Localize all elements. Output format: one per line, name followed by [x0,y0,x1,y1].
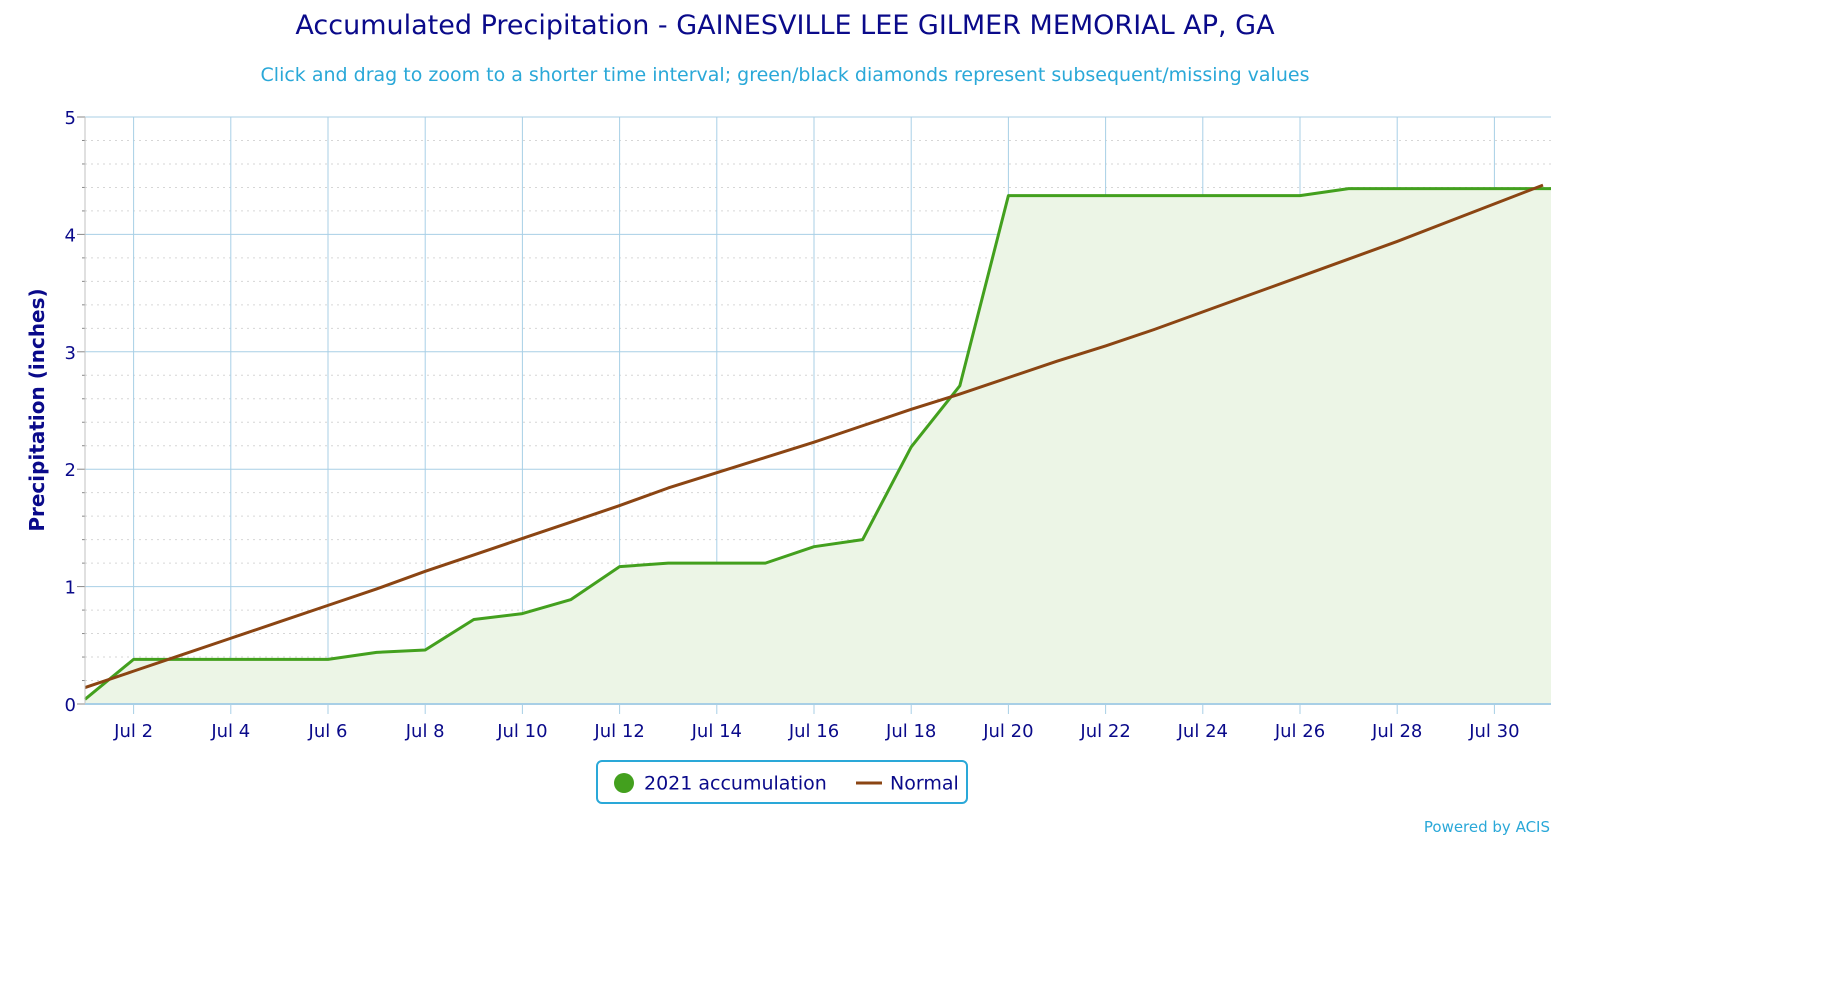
legend-item-normal[interactable]: Normal [854,772,959,796]
x-tick-label: Jul 12 [593,721,644,742]
y-tick-label: 0 [65,695,76,716]
x-tick-label: Jul 10 [496,721,547,742]
credit-link[interactable]: Powered by ACIS [1423,818,1550,836]
x-tick-label: Jul 24 [1177,721,1228,742]
chart-subtitle: Click and drag to zoom to a shorter time… [260,64,1310,86]
x-tick-label: Jul 18 [885,721,936,742]
x-tick-label: Jul 28 [1371,721,1422,742]
y-tick-label: 2 [65,460,76,481]
line-layer [84,183,1551,701]
legend-label-normal: Normal [890,772,959,795]
legend: 2021 accumulation Normal [596,760,968,804]
legend-line-icon [856,781,882,785]
legend-label-2021: 2021 accumulation [644,772,827,795]
axis-layer: 0 1 2 3 4 5 Jul 2 Jul 4 Jul 6 Jul 8 Jul 10 Jul 12 Ju… [65,108,1551,742]
x-tick-label: Jul 16 [788,721,839,742]
chart-title: Accumulated Precipitation - GAINESVILLE … [295,10,1275,41]
x-tick-label: Jul 4 [210,721,250,742]
x-tick-label: Jul 26 [1274,721,1325,742]
x-tick-label: Jul 2 [113,721,153,742]
series-line-normal [84,183,1544,689]
y-axis-title: Precipitation (inches) [25,288,49,531]
x-tick-label: Jul 14 [691,721,742,742]
legend-dot-icon [614,773,634,793]
y-tick-label: 5 [65,108,76,129]
y-tick-label: 3 [65,343,76,364]
y-tick-label: 1 [65,578,76,599]
x-tick-label: Jul 8 [405,721,445,742]
x-tick-label: Jul 20 [982,721,1033,742]
x-tick-label: Jul 22 [1079,721,1130,742]
series-line-2021-accumulation [84,187,1551,701]
x-tick-label: Jul 30 [1468,721,1519,742]
x-tick-label: Jul 6 [308,721,348,742]
legend-item-2021[interactable]: 2021 accumulation [612,772,827,796]
y-tick-label: 4 [65,225,76,246]
